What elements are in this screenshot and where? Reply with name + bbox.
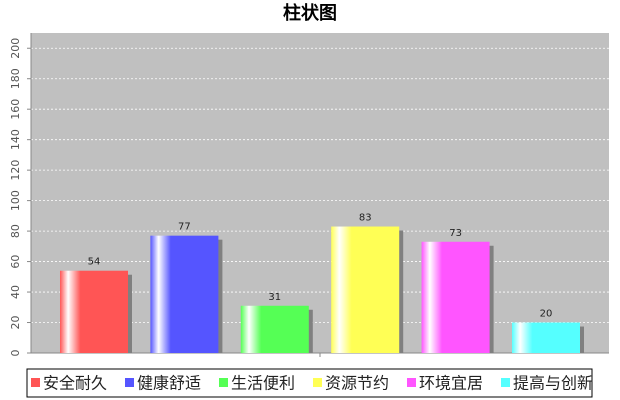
value-label: 77 [178,222,191,233]
bar [331,226,400,353]
y-tick-label: 20 [9,316,22,330]
y-tick-label: 80 [9,224,22,238]
y-tick-label: 40 [9,285,22,299]
legend-label: 健康舒适 [137,374,201,393]
legend-label: 生活便利 [231,374,295,393]
y-tick-label: 100 [9,190,22,211]
y-tick-label: 60 [9,255,22,269]
legend-swatch [31,378,40,387]
legend-swatch [219,378,228,387]
value-label: 83 [359,213,372,224]
legend-label: 安全耐久 [43,374,107,393]
legend-label: 提高与创新 [513,374,593,393]
y-tick-label: 120 [9,160,22,181]
chart-title: 柱状图 [283,2,337,24]
legend-swatch [313,378,322,387]
legend-box [26,368,593,398]
legend-label: 环境宜居 [419,374,483,393]
bar [60,270,128,353]
y-tick-label: 0 [9,350,22,357]
y-tick-label: 200 [9,38,22,59]
bar [421,241,490,353]
legend-swatch [125,378,134,387]
y-tick-label: 160 [9,99,22,120]
legend-swatch [407,378,416,387]
value-label: 54 [88,257,101,268]
legend-label: 资源节约 [325,374,389,393]
value-label: 73 [449,228,462,239]
y-tick-label: 140 [9,129,22,150]
value-label: 31 [268,292,281,303]
bar [512,322,580,353]
bar [240,305,309,353]
y-tick-label: 180 [9,68,22,89]
value-label: 20 [540,309,553,320]
legend-swatch [501,378,510,387]
bar [150,235,219,353]
